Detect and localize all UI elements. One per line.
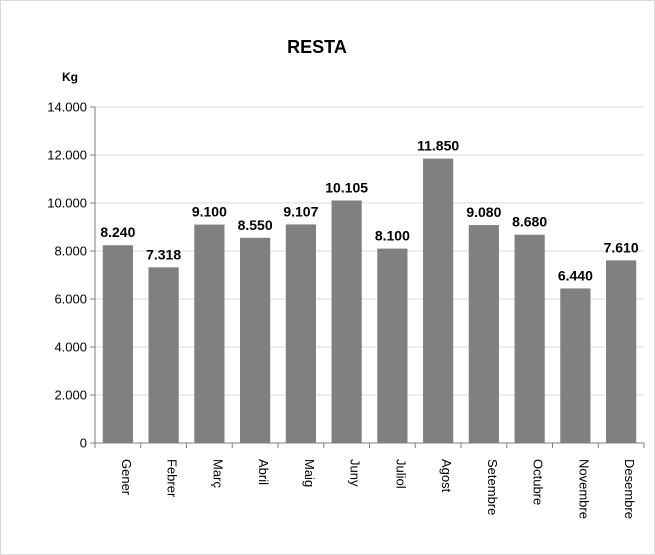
x-tick-label: Agost — [439, 459, 454, 493]
bar — [606, 260, 637, 443]
bar — [285, 224, 316, 443]
x-tick-label: Novembre — [576, 459, 591, 519]
bar — [560, 288, 591, 443]
bar — [514, 234, 545, 443]
x-tick-label: Maig — [302, 459, 317, 487]
bar — [102, 245, 133, 443]
x-tick-label: Març — [210, 459, 225, 488]
bar — [148, 267, 179, 443]
x-tick-label: Juny — [348, 459, 363, 487]
bar — [331, 200, 362, 443]
data-label: 8.550 — [238, 217, 273, 233]
x-tick-label: Desembre — [622, 459, 637, 519]
y-axis-label: Kg — [62, 70, 78, 84]
y-tick-label: 6.000 — [54, 292, 87, 307]
bar — [468, 225, 499, 443]
data-label: 9.080 — [466, 204, 501, 220]
chart-title: RESTA — [287, 37, 347, 57]
x-tick-label: Setembre — [485, 459, 500, 515]
bar — [377, 248, 408, 443]
y-tick-label: 0 — [80, 436, 87, 451]
bar — [423, 158, 454, 443]
x-tick-label: Octubre — [531, 459, 546, 505]
x-tick-label: Abril — [256, 459, 271, 485]
y-tick-label: 10.000 — [47, 196, 87, 211]
grid-layer — [95, 106, 644, 396]
data-label: 10.105 — [325, 179, 368, 195]
y-tick-label: 4.000 — [54, 340, 87, 355]
data-label: 9.107 — [283, 203, 318, 219]
y-tick-label: 8.000 — [54, 244, 87, 259]
data-label: 8.240 — [100, 224, 135, 240]
bar — [194, 224, 225, 443]
y-tick-label: 12.000 — [47, 148, 87, 163]
bar — [240, 237, 271, 443]
bar-layer — [102, 158, 637, 443]
y-tick-label: 2.000 — [54, 388, 87, 403]
x-tick-label: Gener — [119, 459, 134, 496]
data-label: 8.680 — [512, 214, 547, 230]
x-tick-label: Febrer — [165, 459, 180, 498]
y-tick-label: 14.000 — [47, 100, 87, 115]
data-label: 9.100 — [192, 204, 227, 220]
data-label: 8.100 — [375, 228, 410, 244]
data-label: 7.318 — [146, 246, 181, 262]
x-tick-label: Juliol — [393, 459, 408, 489]
data-label: 11.850 — [417, 138, 459, 154]
label-layer: 0 2.000 4.000 6.000 8.000 10.000 12.000 14.000 8… — [47, 100, 639, 519]
axis-layer — [90, 106, 645, 448]
data-label: 6.440 — [558, 267, 593, 283]
data-label: 7.610 — [604, 239, 639, 255]
